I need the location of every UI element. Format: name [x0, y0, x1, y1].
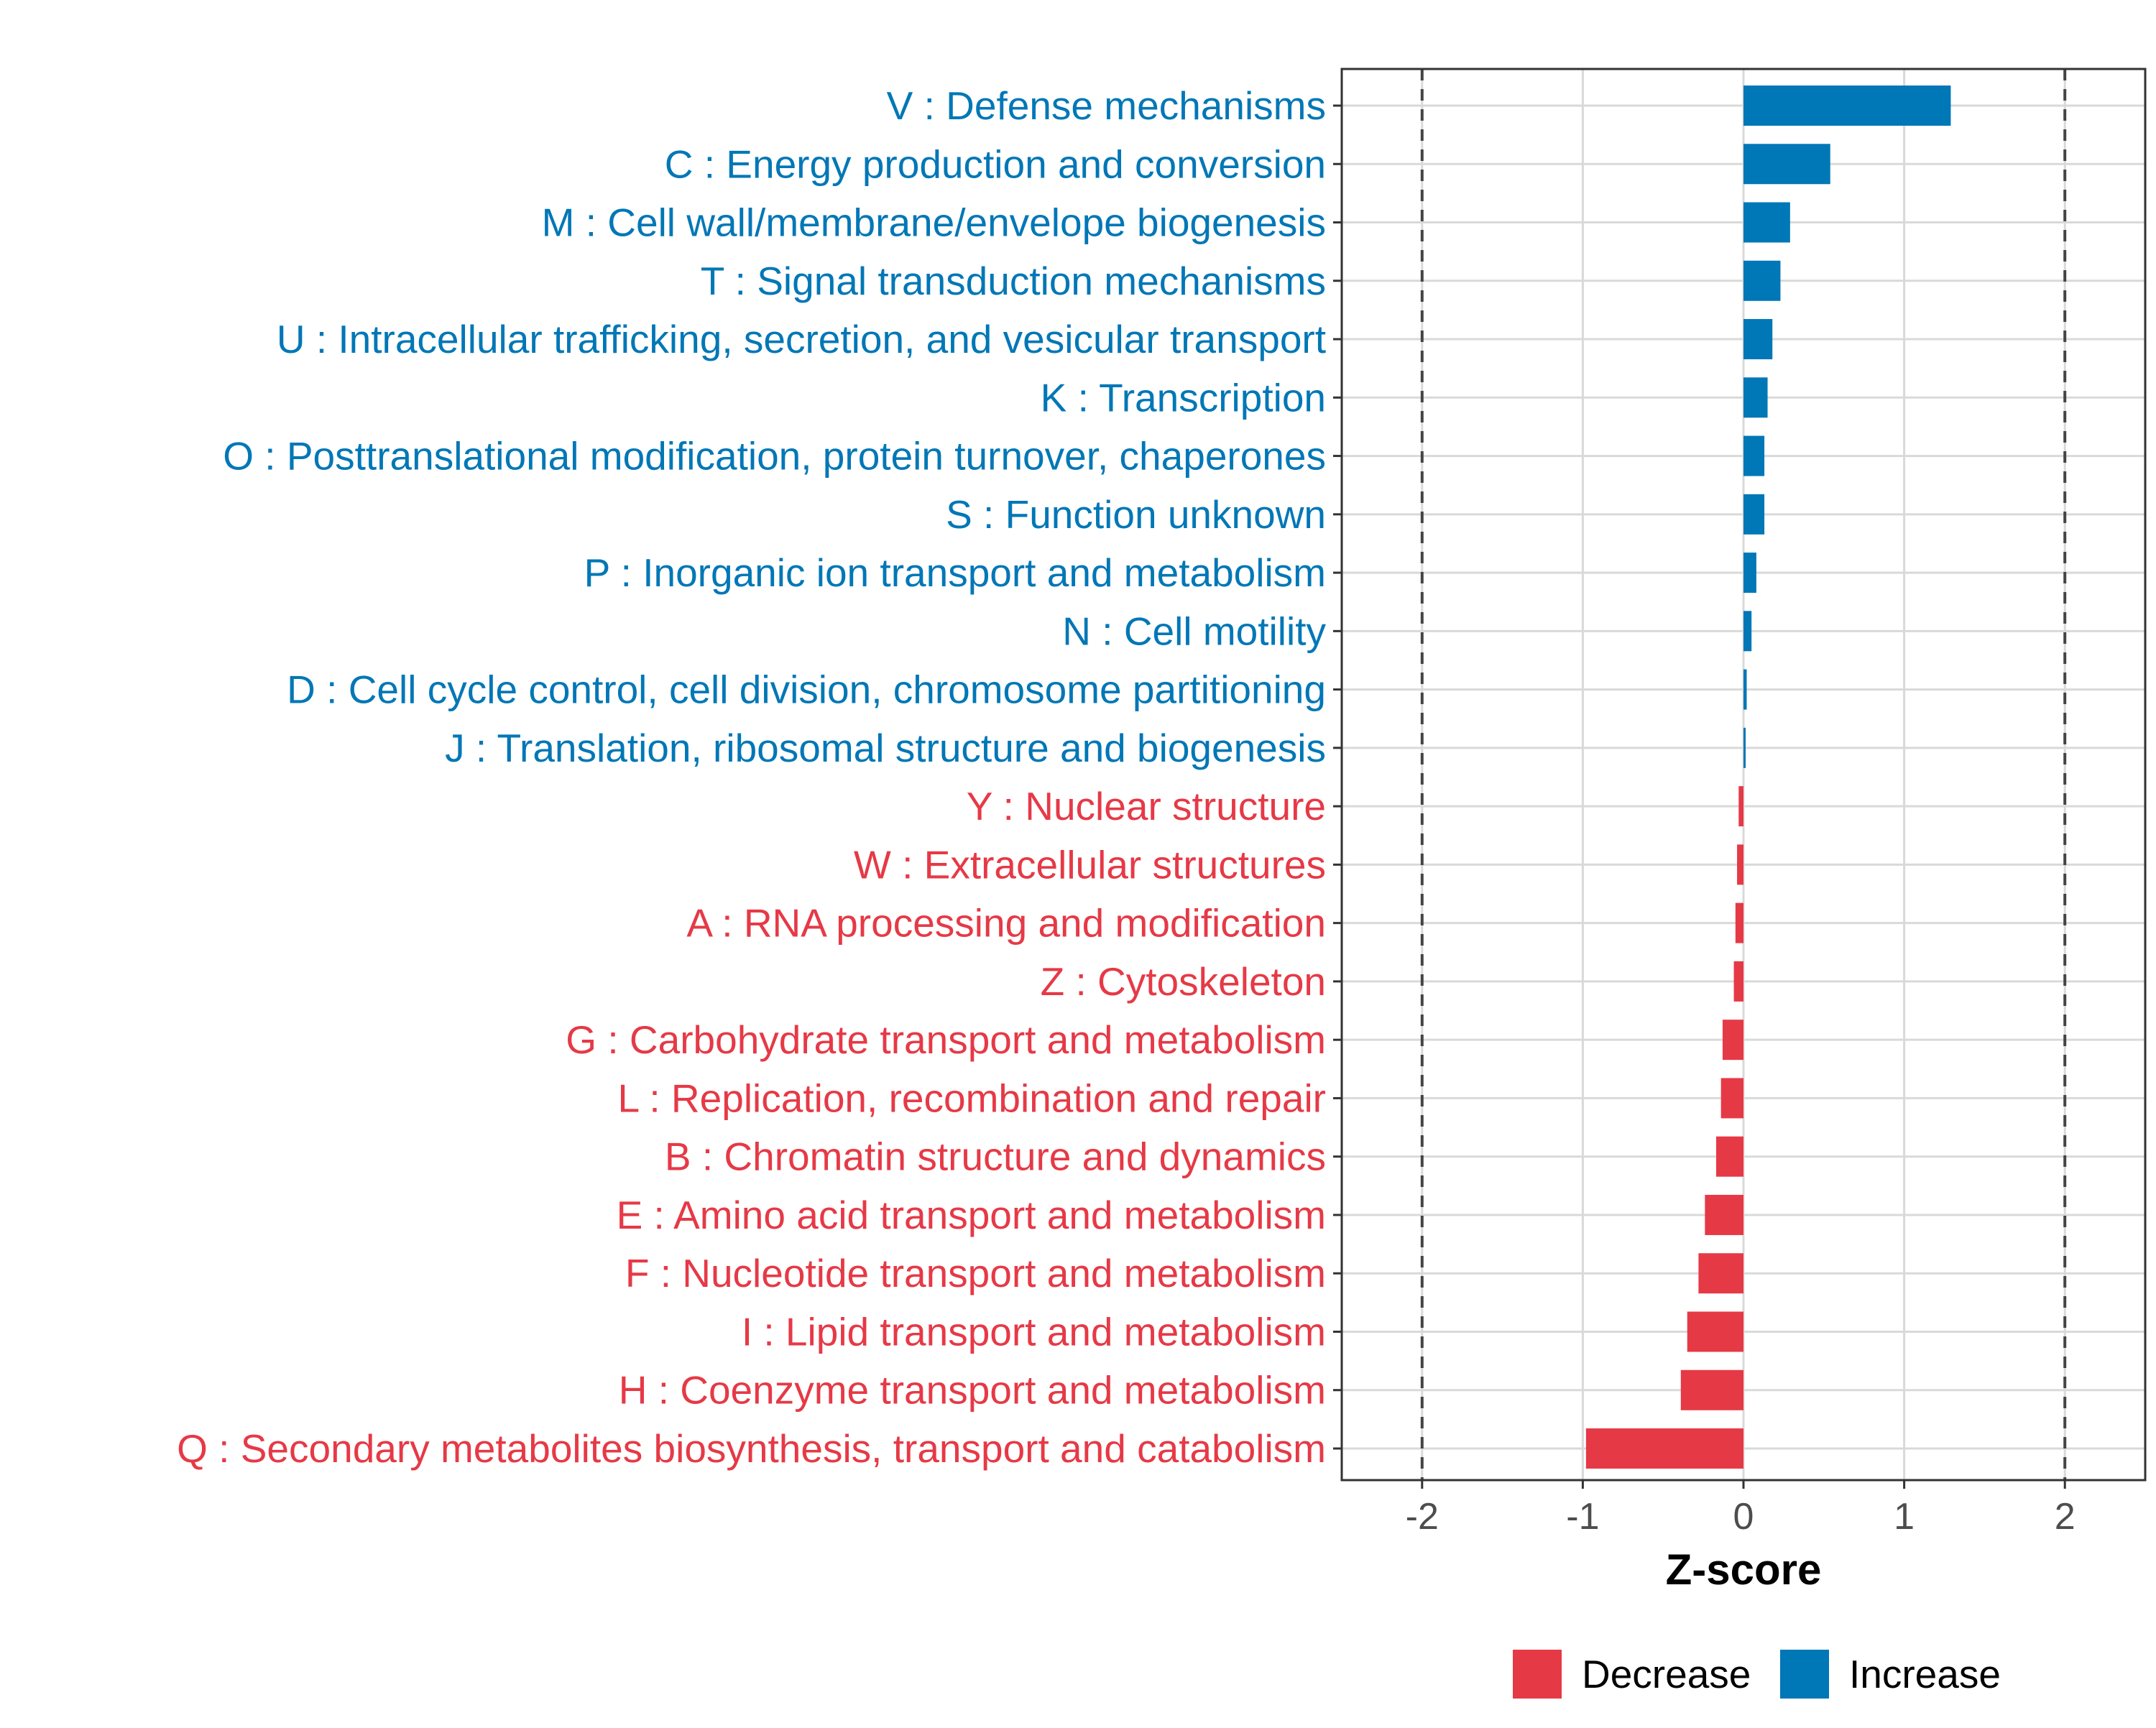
- category-label: J : Translation, ribosomal structure and…: [445, 726, 1326, 770]
- bar-decrease: [1698, 1253, 1743, 1294]
- legend-label: Increase: [1849, 1652, 2001, 1696]
- bar-decrease: [1722, 1020, 1743, 1061]
- legend-entry: Decrease: [1513, 1650, 1751, 1699]
- legend-swatch: [1780, 1650, 1829, 1699]
- category-labels: V : Defense mechanisms C : Energy product…: [177, 83, 1342, 1471]
- category-label: D : Cell cycle control, cell division, c…: [287, 667, 1326, 712]
- bar-increase: [1743, 494, 1765, 535]
- bar-increase: [1743, 727, 1746, 768]
- bar-increase: [1743, 377, 1768, 418]
- category-label: L : Replication, recombination and repai…: [618, 1076, 1326, 1120]
- category-label: W : Extracellular structures: [854, 842, 1326, 887]
- bar-decrease: [1737, 844, 1743, 885]
- threshold-lines: [1420, 69, 2067, 1480]
- bar-decrease: [1585, 1428, 1743, 1469]
- bar-decrease: [1705, 1194, 1743, 1235]
- category-label: T : Signal transduction mechanisms: [701, 259, 1326, 303]
- category-label: I : Lipid transport and metabolism: [742, 1309, 1326, 1354]
- x-axis-ticks: -2 -1 0 1 2: [1406, 1480, 2076, 1538]
- category-label: G : Carbohydrate transport and metabolis…: [566, 1017, 1326, 1062]
- x-tick-label: 2: [2055, 1496, 2076, 1538]
- bar-increase: [1743, 260, 1781, 301]
- category-label: Q : Secondary metabolites biosynthesis, …: [177, 1426, 1326, 1471]
- category-label: Y : Nuclear structure: [967, 784, 1326, 828]
- category-label: V : Defense mechanisms: [887, 83, 1326, 128]
- x-tick-label: -2: [1406, 1496, 1439, 1538]
- bar-decrease: [1733, 961, 1743, 1002]
- x-tick-label: -1: [1566, 1496, 1599, 1538]
- bar-increase: [1743, 435, 1765, 476]
- bar-decrease: [1735, 902, 1743, 943]
- x-tick-label: 0: [1733, 1496, 1754, 1538]
- category-label: P : Inorganic ion transport and metaboli…: [584, 550, 1326, 595]
- bar-increase: [1743, 144, 1830, 185]
- category-label: Z : Cytoskeleton: [1041, 959, 1326, 1004]
- legend-swatch: [1513, 1650, 1562, 1699]
- legend: Decrease Increase: [1513, 1650, 2001, 1699]
- category-label: F : Nucleotide transport and metabolism: [625, 1251, 1326, 1295]
- x-tick-label: 1: [1894, 1496, 1915, 1538]
- bar-increase: [1743, 86, 1951, 126]
- bar-increase: [1743, 669, 1747, 710]
- x-axis-title: Z-score: [1666, 1546, 1822, 1594]
- category-label: A : RNA processing and modification: [686, 901, 1326, 946]
- category-label: C : Energy production and conversion: [665, 142, 1326, 186]
- category-label: B : Chromatin structure and dynamics: [665, 1135, 1326, 1179]
- bar-increase: [1743, 319, 1773, 360]
- bar-decrease: [1738, 786, 1743, 827]
- category-label: M : Cell wall/membrane/envelope biogenes…: [542, 200, 1326, 245]
- bar-increase: [1743, 553, 1756, 593]
- bar-decrease: [1680, 1369, 1743, 1410]
- category-label: E : Amino acid transport and metabolism: [617, 1193, 1326, 1237]
- legend-label: Decrease: [1582, 1652, 1751, 1696]
- category-label: K : Transcription: [1041, 375, 1326, 420]
- category-label: S : Function unknown: [946, 492, 1326, 537]
- bar-layer: [1585, 86, 1951, 1469]
- bar-increase: [1743, 202, 1790, 243]
- category-label: U : Intracellular trafficking, secretion…: [277, 317, 1326, 361]
- bar-decrease: [1715, 1136, 1743, 1177]
- bar-increase: [1743, 611, 1752, 652]
- category-label: N : Cell motility: [1062, 609, 1326, 653]
- category-label: H : Coenzyme transport and metabolism: [619, 1368, 1326, 1413]
- legend-entry: Increase: [1780, 1650, 2001, 1699]
- bar-decrease: [1687, 1311, 1743, 1352]
- category-label: O : Posttranslational modification, prot…: [223, 434, 1326, 479]
- bar-decrease: [1720, 1078, 1743, 1119]
